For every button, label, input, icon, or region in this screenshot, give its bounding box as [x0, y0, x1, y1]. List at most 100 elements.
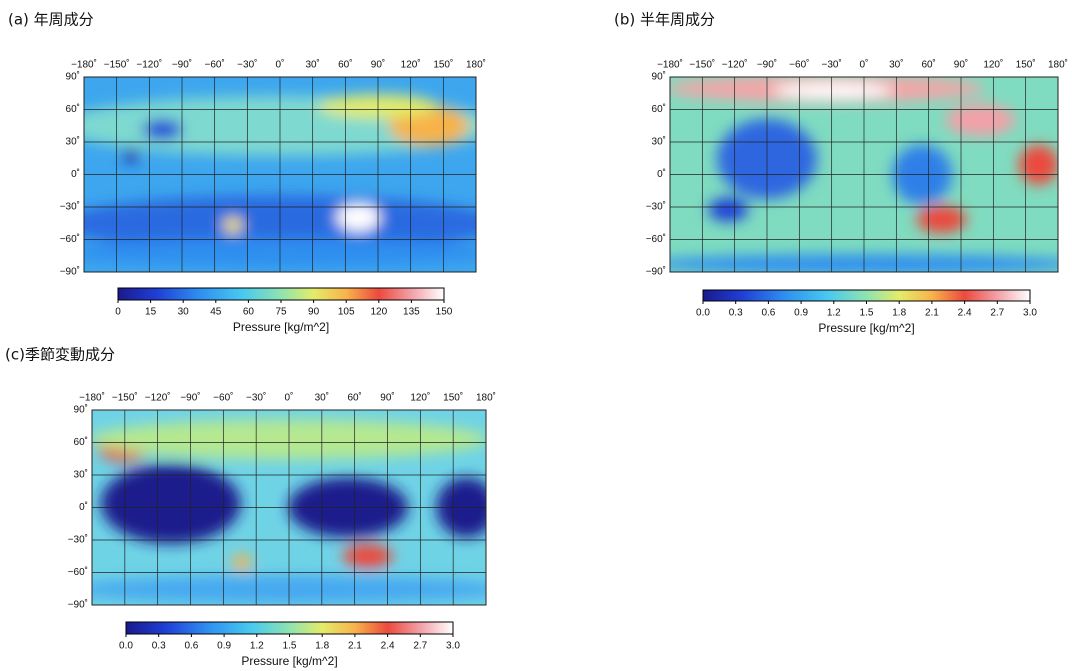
lon-tick-label: 90˚: [954, 59, 968, 71]
lon-tick-label: 120˚: [410, 392, 430, 404]
map-blob: [644, 254, 1072, 274]
lat-tick-label: −90˚: [646, 266, 666, 278]
lon-tick-label: 30˚: [315, 392, 329, 404]
colorbar-tick-label: 2.4: [958, 308, 972, 319]
map-blob: [945, 104, 1015, 136]
lon-tick-label: −30˚: [822, 59, 842, 71]
lon-tick-label: −60˚: [213, 392, 233, 404]
lon-tick-label: −90˚: [172, 59, 192, 71]
lon-tick-label: −120˚: [722, 59, 748, 71]
colorbar-tick-label: 2.1: [925, 308, 939, 319]
lon-tick-label: −150˚: [689, 59, 715, 71]
colorbar-tick-label: 0.0: [696, 308, 710, 319]
colorbar-tick-label: 15: [145, 307, 157, 318]
colorbar-tick-label: 1.2: [250, 641, 264, 652]
lon-tick-label: 60˚: [921, 59, 935, 71]
lat-tick-label: 60˚: [652, 103, 666, 115]
lon-tick-label: 180˚: [476, 392, 496, 404]
panel-title: (b) 半年周成分: [614, 11, 715, 29]
lon-tick-label: 30˚: [889, 59, 903, 71]
colorbar-tick-label: 3.0: [1023, 308, 1037, 319]
colorbar-tick-label: 0: [115, 307, 121, 318]
lat-tick-label: −30˚: [68, 534, 88, 546]
map-blob: [343, 544, 393, 568]
panel-title: (c)季節変動成分: [5, 346, 115, 364]
map-blob: [232, 554, 252, 570]
lon-tick-label: 90˚: [380, 392, 394, 404]
colorbar-tick-label: 90: [308, 307, 320, 318]
colorbar-tick-label: 1.5: [860, 308, 874, 319]
colorbar-tick-label: 1.2: [827, 308, 841, 319]
panel: (b) 半年周成分−180˚−150˚−120˚−90˚−60˚−30˚0˚30…: [614, 11, 1072, 336]
colorbar-tick-label: 2.1: [348, 641, 362, 652]
colorbar-tick-label: 1.5: [283, 641, 297, 652]
lat-tick-label: −60˚: [60, 233, 80, 245]
lon-tick-label: 180˚: [466, 59, 486, 71]
lon-tick-label: 30˚: [305, 59, 319, 71]
lat-tick-label: −90˚: [68, 599, 88, 611]
lat-tick-label: 90˚: [74, 404, 88, 416]
colorbar-tick-label: 0.6: [184, 641, 198, 652]
colorbar: [118, 288, 444, 300]
lon-tick-label: −150˚: [112, 392, 138, 404]
lon-tick-label: 0˚: [276, 59, 285, 71]
lon-tick-label: 120˚: [983, 59, 1003, 71]
lon-tick-label: −150˚: [104, 59, 130, 71]
colorbar-tick-label: 3.0: [446, 641, 460, 652]
colorbar-tick-label: 60: [243, 307, 255, 318]
lat-tick-label: 30˚: [74, 469, 88, 481]
colorbar-tick-label: 0.3: [729, 308, 743, 319]
colorbar-tick-label: 0.9: [217, 641, 231, 652]
colorbar-tick-label: 120: [370, 307, 387, 318]
lat-tick-label: −30˚: [60, 201, 80, 213]
lon-tick-label: 150˚: [443, 392, 463, 404]
lon-tick-label: −60˚: [789, 59, 809, 71]
map-blob: [773, 83, 893, 99]
lon-tick-label: −30˚: [246, 392, 266, 404]
lon-tick-label: −120˚: [136, 59, 162, 71]
lon-tick-label: 150˚: [1016, 59, 1036, 71]
lon-tick-label: −60˚: [205, 59, 225, 71]
colorbar: [126, 622, 453, 634]
colorbar: [703, 290, 1030, 301]
figure: (a) 年周成分−180˚−150˚−120˚−90˚−60˚−30˚0˚30˚…: [0, 0, 1072, 671]
lon-tick-label: 0˚: [860, 59, 869, 71]
panel: (c)季節変動成分−180˚−150˚−120˚−90˚−60˚−30˚0˚30…: [5, 346, 509, 669]
map-blob: [1019, 145, 1059, 185]
lon-tick-label: −120˚: [145, 392, 171, 404]
lon-tick-label: −30˚: [237, 59, 257, 71]
panel-title: (a) 年周成分: [8, 11, 94, 29]
colorbar-tick-label: 0.3: [152, 641, 166, 652]
colorbar-tick-label: 75: [275, 307, 287, 318]
lon-tick-label: 90˚: [371, 59, 385, 71]
colorbar-tick-label: 45: [210, 307, 222, 318]
colorbar-tick-label: 105: [338, 307, 355, 318]
colorbar-label: Pressure [kg/m^2]: [233, 320, 329, 334]
lat-tick-label: 60˚: [66, 103, 80, 115]
lat-tick-label: 0˚: [71, 168, 80, 180]
colorbar-tick-label: 1.8: [892, 308, 906, 319]
colorbar-tick-label: 0.0: [119, 641, 133, 652]
lon-tick-label: 180˚: [1048, 59, 1068, 71]
map-blob: [101, 464, 241, 544]
lat-tick-label: 30˚: [66, 136, 80, 148]
lon-tick-label: 120˚: [401, 59, 421, 71]
colorbar-tick-label: 135: [403, 307, 420, 318]
colorbar-label: Pressure [kg/m^2]: [818, 321, 914, 335]
lon-tick-label: 0˚: [285, 392, 294, 404]
colorbar-tick-label: 2.7: [413, 641, 427, 652]
lon-tick-label: 60˚: [338, 59, 352, 71]
lat-tick-label: 30˚: [652, 136, 666, 148]
colorbar-tick-label: 2.4: [381, 641, 395, 652]
colorbar-tick-label: 30: [178, 307, 190, 318]
lat-tick-label: 0˚: [657, 168, 666, 180]
lat-tick-label: −90˚: [60, 266, 80, 278]
lon-tick-label: 150˚: [433, 59, 453, 71]
map-blob: [917, 205, 967, 233]
lat-tick-label: −60˚: [646, 233, 666, 245]
lat-tick-label: −60˚: [68, 566, 88, 578]
map-blob: [708, 198, 748, 222]
colorbar-tick-label: 150: [436, 307, 453, 318]
lat-tick-label: 90˚: [66, 71, 80, 83]
colorbar-tick-label: 0.6: [761, 308, 775, 319]
